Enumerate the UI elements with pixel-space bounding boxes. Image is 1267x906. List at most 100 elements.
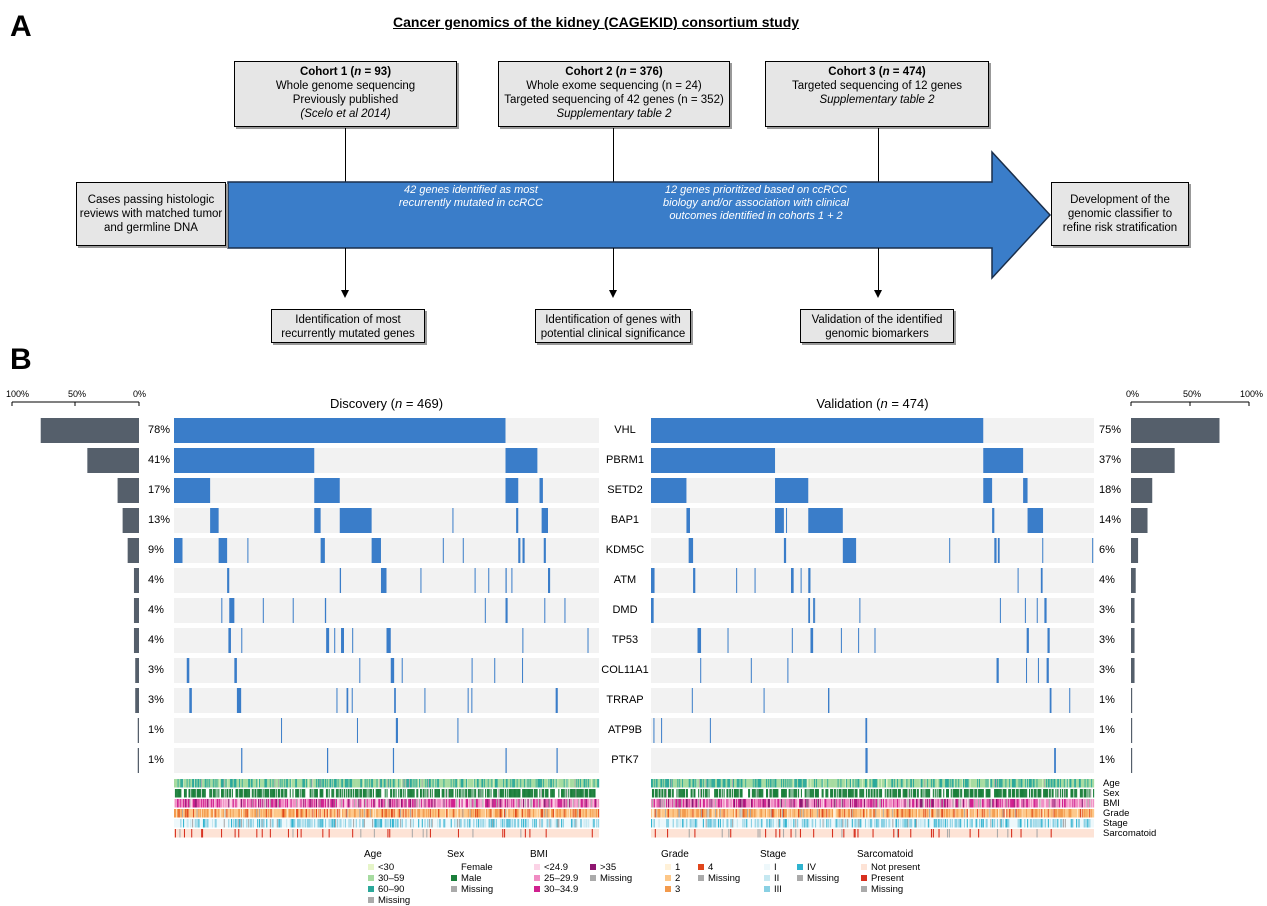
- clinical-track-cell: [946, 789, 949, 798]
- clinical-track-cell: [370, 789, 372, 798]
- validation-mutation-tick: [859, 598, 861, 623]
- clinical-track-cell: [392, 809, 394, 818]
- clinical-track-cell: [999, 799, 1001, 808]
- clinical-track-cell: [257, 779, 259, 788]
- clinical-track-cell: [375, 789, 377, 798]
- validation-pct: 14%: [1099, 514, 1122, 526]
- discovery-pct: 9%: [148, 544, 164, 556]
- clinical-track-cell: [853, 829, 855, 838]
- clinical-track-cell: [999, 789, 1001, 798]
- clinical-track-cell: [929, 779, 932, 788]
- clinical-track-cell: [927, 809, 929, 818]
- clinical-track-cell: [441, 789, 443, 798]
- clinical-track-cell: [749, 779, 751, 788]
- clinical-track-cell: [710, 809, 712, 818]
- clinical-track-cell: [545, 779, 547, 788]
- clinical-track-cell: [206, 809, 208, 818]
- clinical-track-cell: [416, 789, 418, 798]
- clinical-track-cell: [877, 809, 879, 818]
- clinical-track-cell: [996, 789, 999, 798]
- clinical-track-cell: [304, 819, 306, 828]
- clinical-track-cell: [438, 799, 440, 808]
- clinical-track-cell: [844, 809, 846, 818]
- clinical-track-cell: [230, 809, 233, 818]
- clinical-track-cell: [533, 789, 535, 798]
- clinical-track-cell: [979, 809, 982, 818]
- clinical-track-cell: [410, 809, 412, 818]
- clinical-track-cell: [461, 779, 463, 788]
- clinical-track-cell: [447, 779, 450, 788]
- clinical-track-cell: [872, 829, 874, 838]
- clinical-track-cell: [960, 789, 962, 798]
- clinical-track-cell: [1052, 799, 1054, 808]
- gene-label: PBRM1: [606, 454, 644, 466]
- clinical-track-cell: [894, 779, 896, 788]
- clinical-track-cell: [703, 809, 705, 818]
- discovery-mutation-block: [522, 538, 525, 563]
- clinical-track-cell: [659, 799, 661, 808]
- clinical-track-cell: [697, 779, 699, 788]
- clinical-track-cell: [476, 819, 478, 828]
- clinical-track-cell: [872, 799, 874, 808]
- clinical-track-cell: [836, 809, 838, 818]
- clinical-track-cell: [901, 809, 903, 818]
- clinical-track-cell: [266, 779, 268, 788]
- clinical-track-cell: [716, 809, 718, 818]
- clinical-track-cell: [435, 779, 437, 788]
- clinical-track-cell: [232, 819, 234, 828]
- clinical-track-cell: [177, 789, 179, 798]
- clinical-track-cell: [859, 799, 861, 808]
- clinical-track-cell: [487, 809, 489, 818]
- clinical-track-cell: [975, 799, 977, 808]
- clinical-track-cell: [410, 789, 412, 798]
- clinical-track-cell: [331, 789, 333, 798]
- discovery-mutation-block: [518, 538, 521, 563]
- validation-freq-bar: [1131, 598, 1135, 623]
- clinical-track-cell: [264, 789, 266, 798]
- discovery-mutation-block: [234, 658, 237, 683]
- clinical-track-cell: [502, 799, 504, 808]
- clinical-track-cell: [959, 819, 961, 828]
- clinical-track-cell: [782, 819, 785, 828]
- clinical-track-cell: [380, 779, 382, 788]
- clinical-track-cell: [665, 809, 667, 818]
- clinical-track-cell: [1075, 799, 1077, 808]
- clinical-track-cell: [359, 789, 361, 798]
- clinical-track-cell: [989, 789, 991, 798]
- clinical-track-cell: [1064, 809, 1066, 818]
- discovery-mutation-block: [210, 508, 219, 533]
- clinical-track-cell: [934, 799, 936, 808]
- clinical-track-cell: [765, 789, 768, 798]
- clinical-track-cell: [979, 779, 982, 788]
- clinical-track-cell: [794, 779, 796, 788]
- clinical-track-cell: [674, 779, 676, 788]
- clinical-track-cell: [176, 809, 178, 818]
- discovery-row-bg: [174, 598, 599, 623]
- discovery-mutation-block: [346, 688, 349, 713]
- legend-swatch: [590, 864, 596, 871]
- clinical-track-cell: [1061, 799, 1064, 808]
- clinical-track-cell: [882, 809, 884, 818]
- clinical-track-cell: [898, 809, 900, 818]
- clinical-track-cell: [580, 799, 582, 808]
- discovery-mutation-tick: [564, 598, 566, 623]
- clinical-track-cell: [963, 779, 966, 788]
- clinical-track-cell: [744, 819, 746, 828]
- clinical-track-cell: [684, 779, 687, 788]
- clinical-track-cell: [776, 809, 778, 818]
- clinical-track-cell: [716, 779, 719, 788]
- clinical-track-cell: [191, 789, 193, 798]
- discovery-mutation-tick: [587, 628, 589, 653]
- clinical-track-cell: [1035, 819, 1037, 828]
- clinical-track-cell: [359, 819, 361, 828]
- clinical-track-cell: [299, 779, 301, 788]
- clinical-track-cell: [358, 809, 360, 818]
- clinical-track-cell: [891, 809, 893, 818]
- clinical-track-cell: [1083, 809, 1085, 818]
- legend-label: Missing: [600, 873, 633, 884]
- clinical-track-cell: [514, 779, 516, 788]
- clinical-track-cell: [334, 779, 336, 788]
- clinical-track-cell: [1041, 819, 1043, 828]
- clinical-track-cell: [1086, 819, 1088, 828]
- clinical-track-cell: [332, 789, 334, 798]
